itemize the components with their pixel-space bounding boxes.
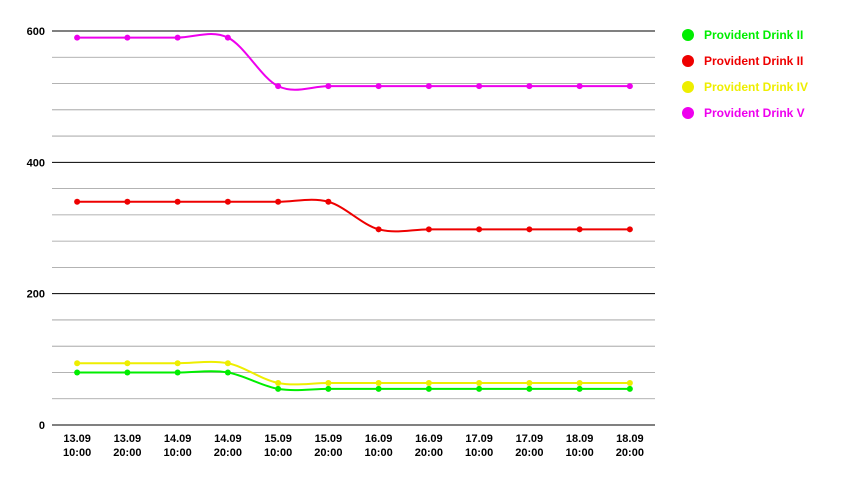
x-tick-time-label: 20:00 [515,447,543,459]
data-point-series-1 [124,198,131,205]
data-point-series-0 [224,369,231,376]
data-point-series-2 [476,379,483,386]
legend-marker-3 [682,107,694,119]
y-axis-ticks: 0 200 400 600 [27,26,45,432]
x-tick-time-label: 10:00 [164,447,192,459]
data-point-series-2 [224,360,231,367]
data-point-series-0 [576,385,583,392]
x-tick-date-label: 17.09 [465,433,493,445]
data-point-series-3 [74,34,81,41]
x-tick-time-label: 20:00 [616,447,644,459]
data-point-series-1 [224,198,231,205]
x-tick-time-label: 20:00 [113,447,141,459]
x-tick-time-label: 20:00 [314,447,342,459]
x-tick-time-label: 10:00 [63,447,91,459]
x-tick-time-label: 10:00 [566,447,594,459]
x-tick-date-label: 13.09 [114,433,142,445]
x-tick-date-label: 18.09 [566,433,594,445]
data-point-series-1 [476,226,483,233]
data-point-series-1 [626,226,633,233]
x-tick-date-label: 15.09 [264,433,292,445]
data-point-series-2 [626,379,633,386]
series-lines [77,33,630,392]
y-tick-label: 600 [27,26,45,38]
data-point-series-0 [626,385,633,392]
legend-item-0[interactable]: Provident Drink II [682,22,808,48]
legend-marker-1 [682,55,694,67]
series-line-3 [77,33,630,91]
x-tick-time-label: 20:00 [214,447,242,459]
x-axis-ticks: 13.09 10:00 13.09 20:00 14.09 10:00 14.09 20:00… [63,433,644,459]
x-tick-date-label: 16.09 [365,433,393,445]
legend-item-2[interactable]: Provident Drink IV [682,74,808,100]
legend: Provident Drink II Provident Drink II Pr… [682,22,808,126]
data-point-series-0 [124,369,131,376]
data-point-series-2 [74,360,81,367]
data-point-series-2 [526,379,533,386]
legend-label-1: Provident Drink II [704,54,804,68]
x-tick-date-label: 14.09 [164,433,192,445]
series-line-1 [77,198,630,233]
data-point-series-3 [224,34,231,41]
legend-label-3: Provident Drink V [704,106,805,120]
data-point-series-3 [576,83,583,90]
legend-item-3[interactable]: Provident Drink V [682,100,808,126]
x-tick-date-label: 16.09 [415,433,443,445]
data-point-series-1 [576,226,583,233]
data-point-series-3 [526,83,533,90]
data-point-series-1 [325,198,332,205]
data-point-series-0 [275,385,282,392]
series-line-2 [77,360,630,386]
data-point-series-0 [375,385,382,392]
data-point-series-1 [174,198,181,205]
data-point-series-0 [476,385,483,392]
data-point-series-0 [325,385,332,392]
data-point-series-1 [275,198,282,205]
x-tick-time-label: 10:00 [264,447,292,459]
x-tick-date-label: 13.09 [63,433,91,445]
data-point-series-2 [425,379,432,386]
y-tick-label: 400 [27,157,45,169]
x-tick-date-label: 18.09 [616,433,644,445]
data-point-series-3 [325,83,332,90]
data-point-series-1 [74,198,81,205]
data-point-series-3 [124,34,131,41]
data-point-series-2 [174,360,181,367]
gridlines [52,30,655,426]
data-point-series-2 [375,379,382,386]
y-tick-label: 0 [39,420,45,432]
y-tick-label: 200 [27,289,45,301]
x-tick-time-label: 20:00 [415,447,443,459]
data-point-series-3 [275,83,282,90]
data-point-series-2 [124,360,131,367]
x-tick-date-label: 15.09 [315,433,343,445]
data-point-series-3 [375,83,382,90]
data-point-series-0 [425,385,432,392]
data-point-series-2 [275,379,282,386]
data-point-series-0 [74,369,81,376]
data-point-series-2 [576,379,583,386]
x-tick-date-label: 17.09 [516,433,544,445]
data-point-series-1 [375,226,382,233]
data-point-series-3 [626,83,633,90]
data-point-series-2 [325,379,332,386]
x-tick-date-label: 14.09 [214,433,242,445]
legend-marker-0 [682,29,694,41]
data-point-series-3 [425,83,432,90]
series-points [74,34,633,392]
x-tick-time-label: 10:00 [365,447,393,459]
data-point-series-3 [174,34,181,41]
legend-marker-2 [682,81,694,93]
x-tick-time-label: 10:00 [465,447,493,459]
legend-label-0: Provident Drink II [704,28,804,42]
legend-label-2: Provident Drink IV [704,80,809,94]
series-line-0 [77,370,630,392]
legend-item-1[interactable]: Provident Drink II [682,48,808,74]
data-point-series-0 [174,369,181,376]
data-point-series-1 [425,226,432,233]
data-point-series-0 [526,385,533,392]
data-point-series-1 [526,226,533,233]
data-point-series-3 [476,83,483,90]
